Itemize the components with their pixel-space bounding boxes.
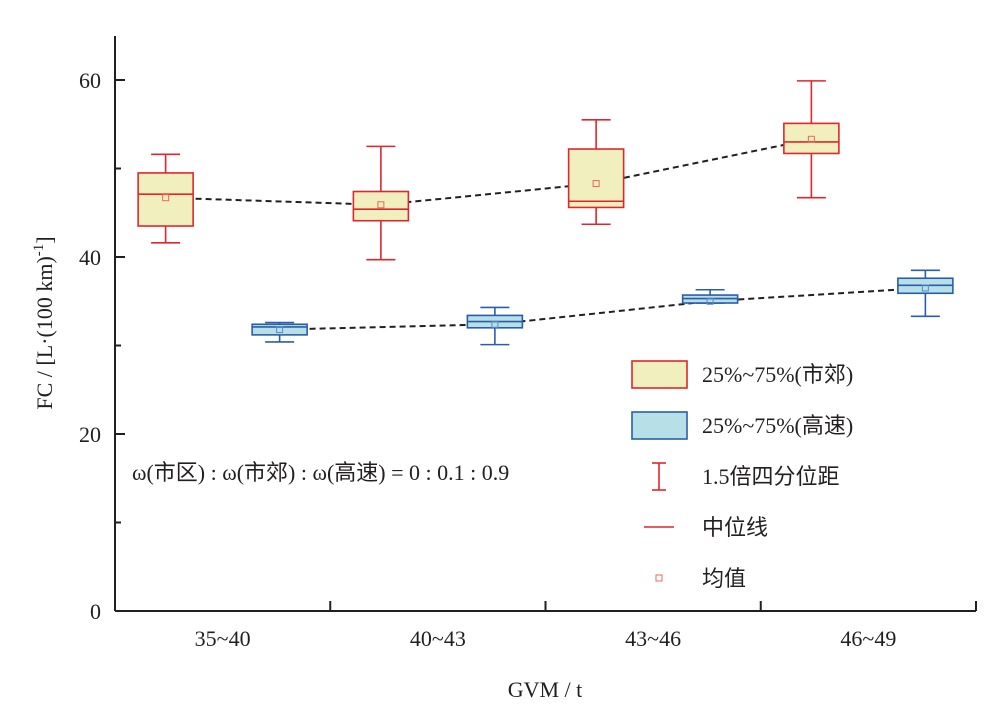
box-highway-2 — [681, 288, 739, 305]
x-tick-label: 43~46 — [625, 626, 681, 651]
y-tick-label: 60 — [79, 68, 101, 93]
mean-marker — [491, 320, 499, 328]
mean-marker — [377, 201, 385, 209]
x-axis-title: GVM / t — [508, 677, 583, 702]
box-suburban-1 — [352, 145, 410, 261]
legend-item-whisker: 1.5倍四分位距 — [652, 462, 840, 491]
x-tick-label: 35~40 — [195, 626, 251, 651]
legend-item-mean: 均值 — [655, 566, 746, 591]
box-suburban-0 — [137, 153, 194, 244]
mean-marker — [807, 135, 815, 143]
legend-swatch — [631, 360, 688, 389]
y-ticks: 0 20 40 60 — [79, 68, 125, 624]
y-axis-title-main: FC / [L·(100 km) — [32, 256, 57, 409]
box-suburban-3 — [783, 80, 840, 199]
box-highway-1 — [466, 306, 524, 346]
iqr-box — [352, 190, 410, 222]
y-tick-label: 0 — [90, 599, 101, 624]
legend-item-box-suburban: 25%~75%(市郊) — [631, 360, 853, 389]
weight-annotation: ω(市区) : ω(市郊) : ω(高速) = 0 : 0.1 : 0.9 — [132, 460, 509, 485]
iqr-box — [783, 122, 840, 155]
legend-item-box-highway: 25%~75%(高速) — [631, 411, 853, 440]
legend-item-median: 中位线 — [644, 515, 768, 540]
axes — [114, 36, 976, 612]
iqr-box — [567, 148, 625, 209]
iqr-box — [251, 323, 308, 336]
mean-trend-line — [165, 138, 812, 206]
boxes — [137, 80, 954, 346]
mean-marker — [921, 284, 929, 292]
y-axis-title: FC / [L·(100 km)-1] — [31, 236, 57, 409]
x-ticks: 35~40 40~43 43~46 46~49 — [195, 601, 977, 651]
legend-label: 均值 — [702, 566, 746, 591]
box-highway-0 — [251, 321, 308, 343]
legend-mean-icon — [655, 574, 663, 582]
mean-trend-line — [279, 286, 926, 331]
y-tick-label: 20 — [79, 422, 101, 447]
mean-marker — [592, 180, 600, 188]
mean-marker — [706, 297, 714, 305]
y-axis-title-sup: -1 — [31, 244, 47, 257]
iqr-box — [137, 172, 194, 227]
legend-label: 25%~75%(市郊) — [702, 362, 853, 387]
box-highway-3 — [897, 269, 954, 318]
x-tick-label: 40~43 — [410, 626, 466, 651]
legend-label: 中位线 — [702, 515, 768, 540]
y-axis-title-close: ] — [32, 236, 57, 243]
mean-marker — [276, 326, 284, 334]
legend-label: 1.5倍四分位距 — [702, 464, 840, 489]
mean-marker — [162, 194, 170, 202]
y-tick-label: 40 — [79, 245, 101, 270]
mean-lines — [165, 138, 926, 331]
x-tick-label: 46~49 — [840, 626, 896, 651]
legend-label: 25%~75%(高速) — [702, 413, 853, 438]
legend-swatch — [631, 411, 688, 440]
box-suburban-2 — [567, 119, 625, 226]
